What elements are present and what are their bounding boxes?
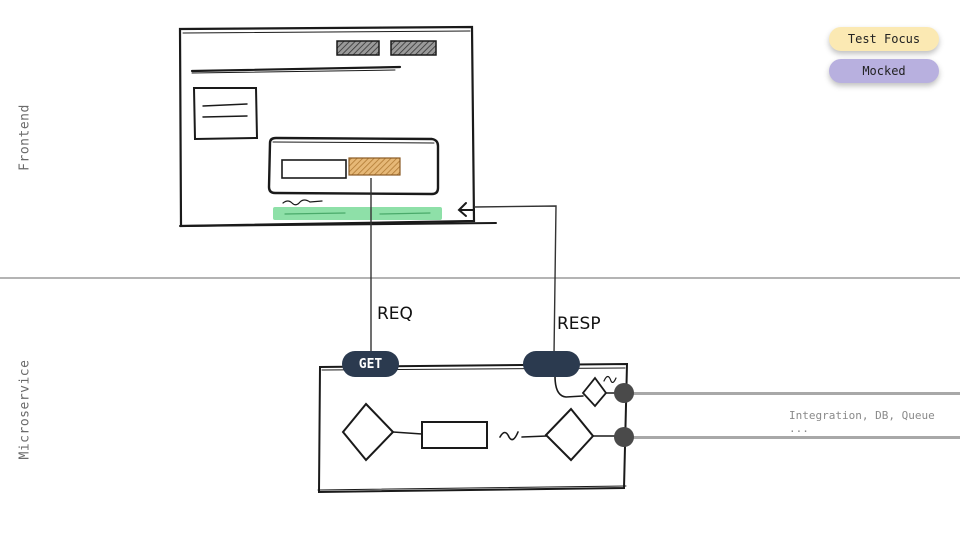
frontend-window-sketch — [178, 25, 497, 228]
progress-bar-sketch — [273, 207, 442, 220]
connector-dot — [614, 427, 634, 447]
resp-label: RESP — [557, 314, 601, 334]
section-divider — [0, 277, 960, 279]
microservice-box-sketch — [317, 362, 629, 494]
input-field-sketch — [281, 159, 347, 179]
resp-badge — [523, 351, 580, 377]
diamond-shape — [544, 407, 595, 462]
diamond-shape — [341, 402, 395, 462]
response-line — [473, 205, 557, 356]
integration-line-top — [624, 392, 960, 395]
connector-dot — [614, 383, 634, 403]
submit-button-sketch — [348, 157, 401, 176]
legend-mocked: Mocked — [829, 59, 939, 83]
component-rect-sketch — [421, 421, 488, 449]
legend-test-focus: Test Focus — [829, 27, 939, 51]
header-button-sketch — [336, 40, 380, 56]
integration-line-bottom — [624, 436, 960, 439]
integrations-note: Integration, DB, Queue ... — [789, 409, 935, 435]
diamond-shape — [581, 376, 608, 408]
get-badge: GET — [342, 351, 399, 377]
req-label: REQ — [377, 304, 413, 324]
header-button-sketch — [390, 40, 437, 56]
